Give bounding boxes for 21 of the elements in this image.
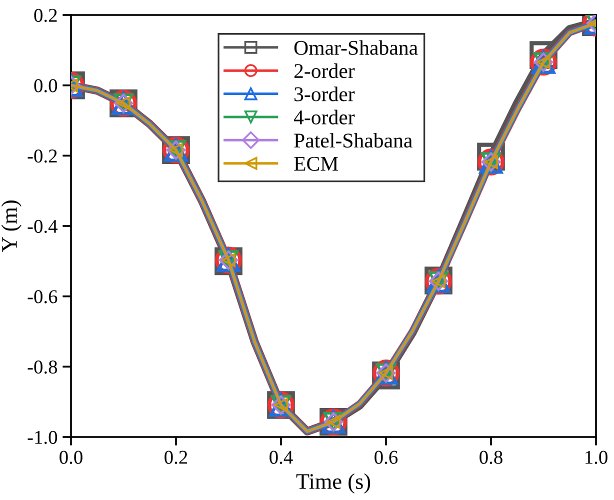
y-tick-label: -0.8 <box>28 360 58 374</box>
x-tick-label: 0.4 <box>270 450 293 464</box>
x-axis-title: Time (s) <box>296 473 370 494</box>
legend-label: ECM <box>294 156 338 171</box>
x-tick-label: 0.8 <box>480 450 502 464</box>
y-tick-label: -0.2 <box>28 149 57 163</box>
legend-label: 2-order <box>294 63 355 78</box>
y-axis-title: Y (m) <box>1 200 22 252</box>
legend-label: 4-order <box>294 110 355 124</box>
x-tick-label: 1.0 <box>586 450 608 464</box>
legend-label: Omar-Shabana <box>294 40 418 55</box>
x-tick-label: 0.0 <box>60 450 82 464</box>
y-tick-label: 0.2 <box>34 8 57 22</box>
x-tick-label: 0.6 <box>374 450 398 464</box>
y-tick-label: 0.0 <box>34 79 58 92</box>
y-tick-label: -0.6 <box>28 290 58 304</box>
legend-label: Patel-Shabana <box>294 132 412 148</box>
legend-label: 3-order <box>294 86 355 102</box>
x-tick-label: 0.2 <box>164 450 188 464</box>
y-tick-label: -0.4 <box>28 220 58 234</box>
y-tick-label: -1.0 <box>28 430 58 444</box>
